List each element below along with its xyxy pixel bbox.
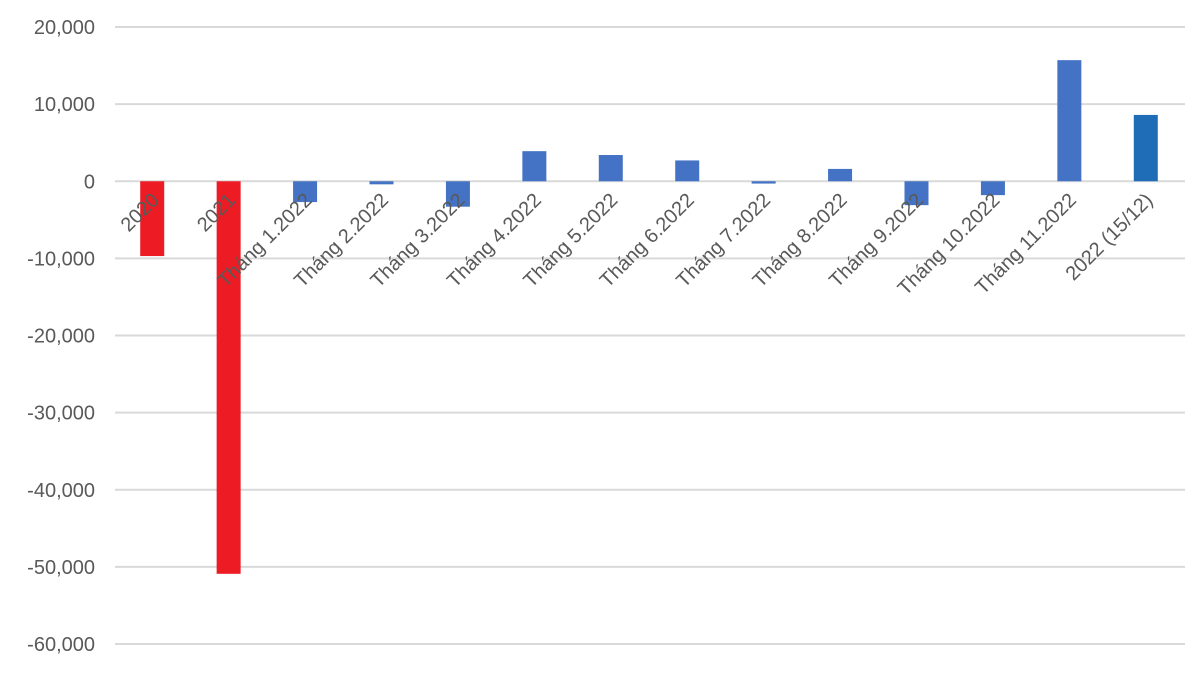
bar <box>445 181 470 207</box>
y-tick-label: -10,000 <box>27 248 95 270</box>
bar <box>828 168 853 182</box>
bar <box>980 181 1005 196</box>
bar <box>598 155 623 182</box>
y-tick-label: -30,000 <box>27 403 95 425</box>
y-tick-label: -50,000 <box>27 557 95 579</box>
bar <box>1057 60 1082 182</box>
bars <box>140 60 1158 574</box>
y-tick-label: 20,000 <box>34 17 95 39</box>
y-tick-label: 10,000 <box>34 94 95 116</box>
y-tick-label: 0 <box>84 171 95 193</box>
y-tick-label: -20,000 <box>27 326 95 348</box>
y-tick-label: -40,000 <box>27 480 95 502</box>
gridlines <box>115 26 1185 645</box>
bar <box>369 181 394 185</box>
bar <box>904 181 929 206</box>
y-axis: 20,000 10,000 0 -10,000 -20,000 -30,000 -40,00… <box>27 17 95 656</box>
bar <box>751 181 776 184</box>
bar <box>216 181 241 574</box>
bar <box>293 181 318 203</box>
bar <box>140 181 165 257</box>
bar <box>1133 114 1158 182</box>
y-tick-label: -60,000 <box>27 634 95 656</box>
bar <box>675 160 700 182</box>
bar <box>522 151 547 182</box>
